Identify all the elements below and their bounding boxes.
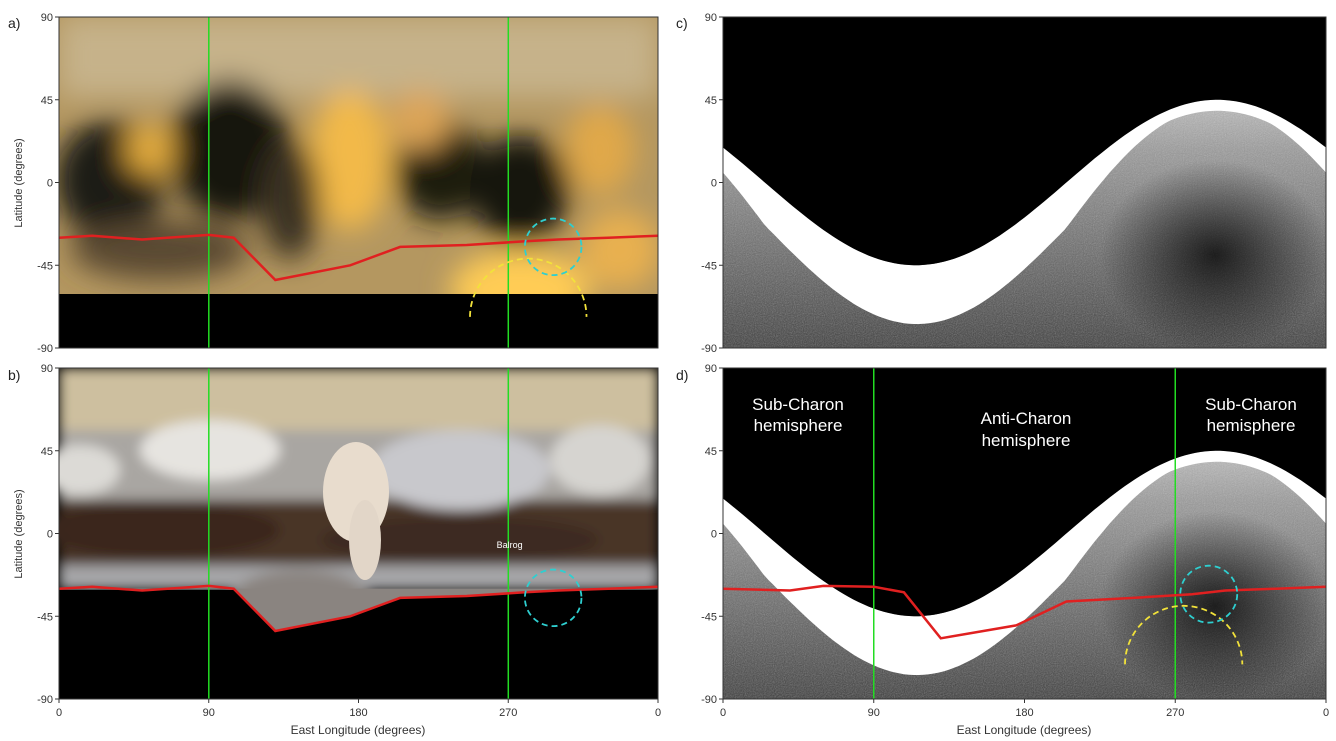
panel-b-cyan-circle (523, 568, 583, 628)
y-tick-label: 0 (711, 178, 717, 190)
panel-b: Balrog b) -90 -45 0 45 90 0 90 180 270 0 Latitud… (8, 363, 661, 737)
panel-d-image (723, 368, 1326, 699)
panel-a: a) -90 -45 0 45 90 Latitude (degrees) (8, 12, 659, 355)
y-tick-label: 0 (47, 178, 53, 190)
anti-charon-line1: Anti-Charon (981, 409, 1072, 428)
sub-charon-left-line1: Sub-Charon (752, 395, 844, 414)
sub-charon-right-line1: Sub-Charon (1205, 395, 1297, 414)
y-tick-label: 45 (705, 95, 717, 107)
x-tick-label: 90 (203, 707, 215, 719)
x-tick-label: 270 (1166, 707, 1184, 719)
y-tick-label: 0 (711, 529, 717, 541)
y-tick-label: -45 (701, 611, 717, 623)
x-tick-label: 180 (349, 707, 367, 719)
panel-a-cyan-circle (523, 217, 583, 277)
y-tick-label: -90 (37, 343, 53, 355)
x-tick-label: 0 (720, 707, 726, 719)
panel-b-y-axis: -90 -45 0 45 90 (37, 363, 59, 706)
panel-a-yellow-arc (469, 257, 588, 317)
anti-charon-line2: hemisphere (982, 431, 1071, 450)
y-tick-label: 90 (41, 12, 53, 24)
x-tick-label: 180 (1015, 707, 1033, 719)
y-tick-label: -90 (701, 343, 717, 355)
panel-a-red-boundary (59, 233, 658, 282)
panel-d-xlabel: East Longitude (degrees) (957, 723, 1092, 737)
panel-a-image (59, 17, 658, 348)
panel-b-x-axis: 0 90 180 270 0 (56, 699, 661, 719)
panel-d-cyan-circle (1179, 564, 1239, 624)
x-tick-label: 0 (1323, 707, 1329, 719)
panel-b-annotation-balrog: Balrog (497, 540, 523, 550)
x-tick-label: 270 (499, 707, 517, 719)
sub-charon-right-line2: hemisphere (1207, 416, 1296, 435)
panel-d: Sub-Charon hemisphere Anti-Charon hemisp… (676, 363, 1329, 737)
y-tick-label: 0 (47, 529, 53, 541)
x-tick-label: 0 (655, 707, 661, 719)
y-tick-label: 45 (41, 95, 53, 107)
panel-c: c) -90 -45 0 45 90 (676, 12, 1327, 355)
panel-b-label: b) (8, 367, 20, 383)
panel-d-y-axis: -90 -45 0 45 90 (701, 363, 723, 706)
panel-a-label: a) (8, 15, 20, 31)
panel-d-yellow-arc (1124, 604, 1244, 665)
y-tick-label: -90 (701, 694, 717, 706)
panel-a-ylabel: Latitude (degrees) (13, 138, 25, 227)
y-tick-label: 45 (705, 446, 717, 458)
y-tick-label: 90 (705, 12, 717, 24)
panel-c-white-band (723, 99, 1326, 324)
y-tick-label: -45 (37, 260, 53, 272)
panel-c-image (723, 17, 1326, 348)
panel-b-image: Balrog (59, 368, 658, 699)
panel-d-x-axis: 0 90 180 270 0 (720, 699, 1329, 719)
panel-c-y-axis: -90 -45 0 45 90 (701, 12, 723, 355)
x-tick-label: 0 (56, 707, 62, 719)
panel-d-label: d) (676, 367, 688, 383)
y-tick-label: 90 (41, 363, 53, 375)
panel-a-y-axis: -90 -45 0 45 90 (37, 12, 59, 355)
x-tick-label: 90 (868, 707, 880, 719)
y-tick-label: 45 (41, 446, 53, 458)
sub-charon-left-line2: hemisphere (754, 416, 843, 435)
y-tick-label: -45 (37, 611, 53, 623)
panel-c-label: c) (676, 15, 688, 31)
panel-b-ylabel: Latitude (degrees) (13, 489, 25, 578)
panel-b-xlabel: East Longitude (degrees) (291, 723, 426, 737)
panel-d-red-boundary (723, 584, 1326, 640)
panel-c-black-region (723, 17, 1326, 266)
y-tick-label: 90 (705, 363, 717, 375)
y-tick-label: -90 (37, 694, 53, 706)
y-tick-label: -45 (701, 260, 717, 272)
panel-b-red-boundary (59, 584, 658, 633)
panel-d-hemisphere-labels: Sub-Charon hemisphere Anti-Charon hemisp… (752, 395, 1297, 450)
